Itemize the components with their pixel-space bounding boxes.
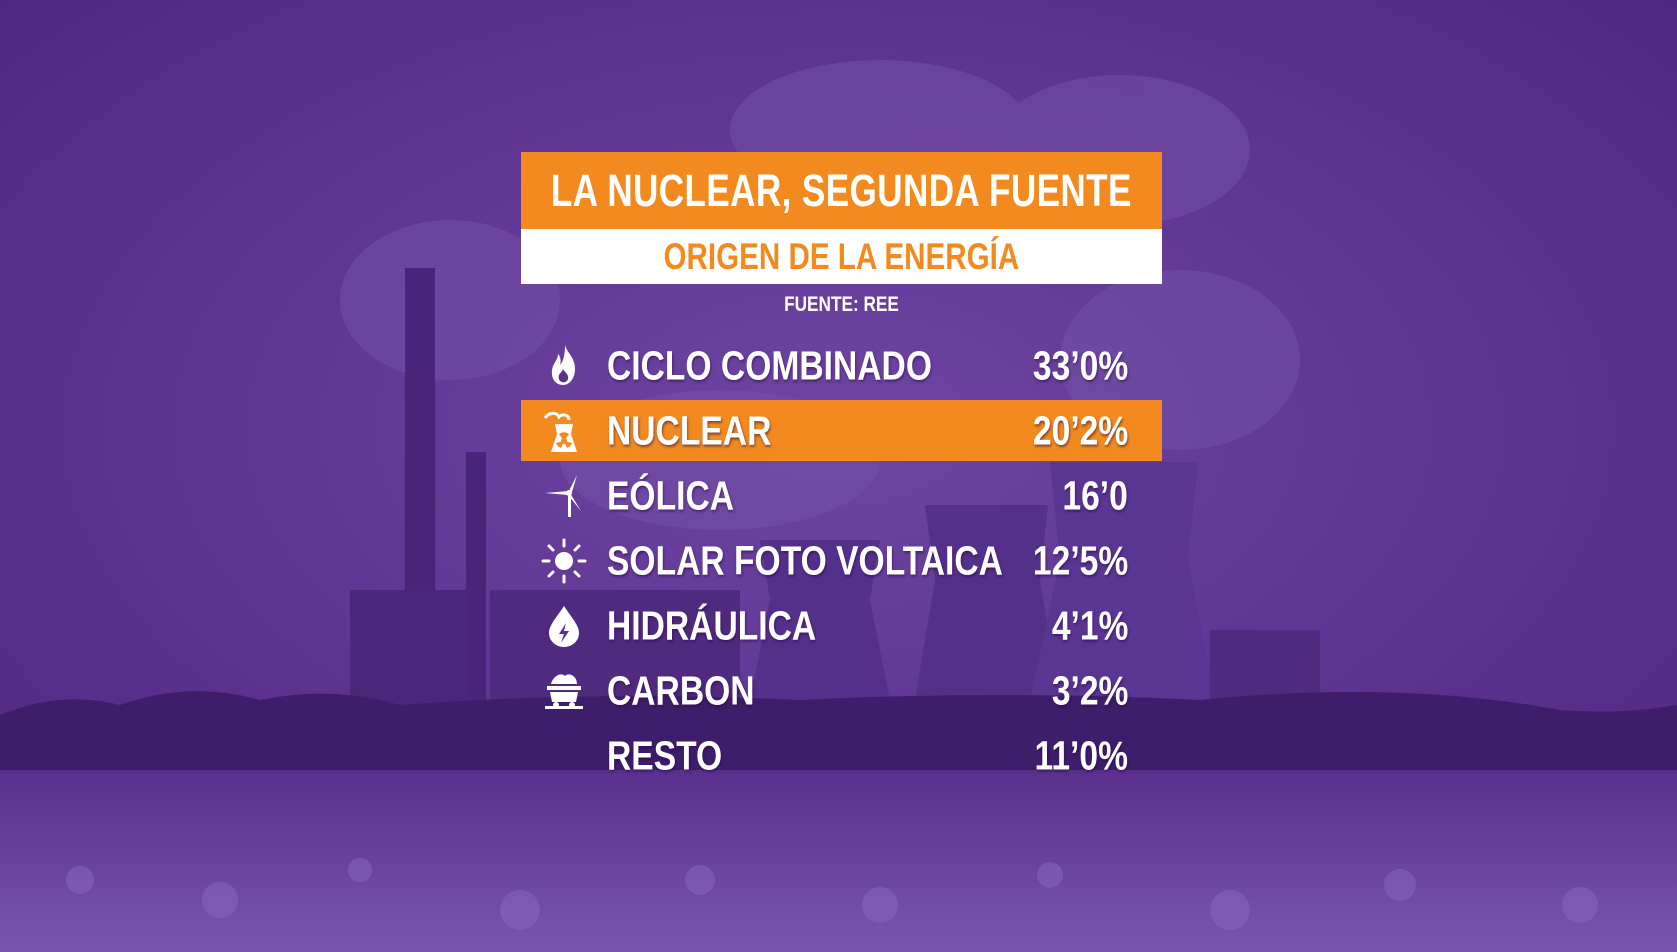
energy-value: 4’1% bbox=[1051, 602, 1128, 648]
list-item: SOLAR FOTO VOLTAICA 12’5% bbox=[521, 528, 1162, 593]
energy-value: 11’0% bbox=[1034, 732, 1128, 778]
list-item: RESTO 11’0% bbox=[521, 723, 1162, 788]
energy-label: RESTO bbox=[607, 732, 723, 778]
nuclear-plant-icon bbox=[543, 411, 577, 452]
energy-label: CICLO COMBINADO bbox=[607, 342, 932, 388]
source-credit: FUENTE: REE bbox=[784, 293, 899, 316]
energy-value: 20’2% bbox=[1032, 407, 1128, 453]
energy-value: 3’2% bbox=[1051, 667, 1128, 713]
energy-label: HIDRÁULICA bbox=[607, 602, 817, 648]
energy-label: CARBON bbox=[607, 667, 755, 713]
energy-value: 33’0% bbox=[1032, 342, 1128, 388]
list-item-highlighted: NUCLEAR 20’2% bbox=[521, 400, 1162, 461]
water-drop-icon bbox=[549, 605, 579, 647]
page-title: LA NUCLEAR, SEGUNDA FUENTE bbox=[551, 164, 1132, 216]
energy-origin-panel: LA NUCLEAR, SEGUNDA FUENTE ORIGEN DE LA … bbox=[521, 152, 1162, 788]
energy-list: CICLO COMBINADO 33’0% NUCLEAR 20’2% bbox=[521, 333, 1162, 788]
title-bar: LA NUCLEAR, SEGUNDA FUENTE bbox=[521, 152, 1162, 229]
wind-turbine-icon bbox=[545, 474, 581, 517]
energy-label: SOLAR FOTO VOLTAICA bbox=[607, 537, 1003, 583]
list-item: CICLO COMBINADO 33’0% bbox=[521, 333, 1162, 398]
subtitle-bar: ORIGEN DE LA ENERGÍA bbox=[521, 229, 1162, 284]
sun-icon bbox=[541, 538, 587, 583]
energy-value: 12’5% bbox=[1032, 537, 1128, 583]
page-subtitle: ORIGEN DE LA ENERGÍA bbox=[663, 235, 1020, 277]
list-item: CARBON 3’2% bbox=[521, 658, 1162, 723]
energy-value: 16’0 bbox=[1062, 472, 1128, 518]
coal-cart-icon bbox=[545, 673, 583, 709]
flame-icon bbox=[551, 344, 575, 385]
energy-label: EÓLICA bbox=[607, 472, 735, 518]
list-item: EÓLICA 16’0 bbox=[521, 463, 1162, 528]
list-item: HIDRÁULICA 4’1% bbox=[521, 593, 1162, 658]
energy-label: NUCLEAR bbox=[607, 407, 772, 453]
